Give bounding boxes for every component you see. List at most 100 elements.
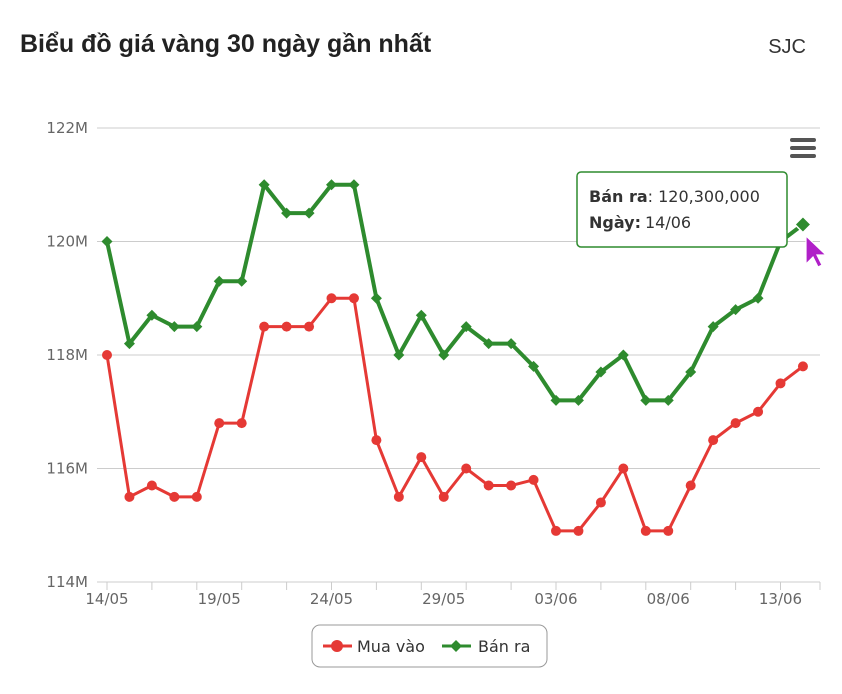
data-point[interactable]: [146, 480, 157, 491]
axes: 114M 116M 118M 120M 122M 14/05 19/05 24/05 29/05…: [46, 119, 821, 608]
tooltip-date-value: 14/06: [645, 213, 691, 232]
data-point-hovered[interactable]: [793, 215, 813, 234]
x-tick-label: 08/06: [647, 590, 690, 608]
data-point[interactable]: [326, 179, 337, 191]
data-point[interactable]: [595, 366, 607, 378]
data-point[interactable]: [730, 304, 742, 316]
y-tick-label: 120M: [46, 233, 88, 251]
series-line-0: [105, 296, 804, 533]
data-point[interactable]: [281, 321, 292, 332]
data-point[interactable]: [483, 338, 495, 350]
legend-item-mua-vao[interactable]: Mua vào: [323, 637, 425, 656]
tooltip-value: 120,300,000: [658, 187, 760, 206]
x-tick-label: 24/05: [310, 590, 353, 608]
data-point[interactable]: [708, 435, 719, 446]
data-point[interactable]: [730, 418, 741, 429]
data-point[interactable]: [281, 207, 293, 219]
legend-label-mua-vao: Mua vào: [357, 637, 425, 656]
tooltip-date-label: Ngày:: [589, 213, 641, 232]
data-point[interactable]: [528, 474, 539, 485]
tooltip-box: [576, 171, 788, 248]
data-point[interactable]: [775, 378, 786, 389]
data-point[interactable]: [438, 491, 449, 502]
tooltip-line-2: Ngày: 14/06: [589, 213, 691, 232]
data-point[interactable]: [348, 293, 359, 304]
legend-label-ban-ra: Bán ra: [478, 637, 530, 656]
data-point[interactable]: [213, 275, 225, 287]
data-point[interactable]: [573, 525, 584, 536]
legend: Mua vào Bán ra: [311, 624, 548, 668]
data-point[interactable]: [191, 491, 202, 502]
pointer-cursor-icon: [805, 234, 828, 268]
data-point[interactable]: [505, 338, 517, 350]
y-tick-label: 116M: [46, 460, 88, 478]
data-point[interactable]: [393, 349, 405, 361]
data-point[interactable]: [236, 275, 248, 287]
tooltip-line-1: Bán ra: 120,300,000: [589, 187, 760, 206]
data-point[interactable]: [438, 349, 450, 361]
tooltip: Bán ra: 120,300,000 Ngày: 14/06: [576, 171, 788, 248]
legend-box: [311, 624, 548, 668]
data-point[interactable]: [415, 309, 427, 321]
data-point[interactable]: [617, 349, 629, 361]
data-point[interactable]: [101, 236, 113, 247]
data-point[interactable]: [348, 179, 360, 191]
data-point[interactable]: [753, 406, 764, 417]
data-point[interactable]: [685, 366, 697, 378]
hamburger-menu-icon[interactable]: [790, 138, 816, 158]
data-point[interactable]: [460, 321, 472, 333]
y-tick-label: 118M: [46, 346, 88, 364]
data-point[interactable]: [572, 394, 584, 406]
legend-marker-mua-vao: [331, 640, 343, 652]
data-point[interactable]: [102, 350, 112, 360]
legend-item-ban-ra[interactable]: Bán ra: [442, 637, 530, 656]
data-point[interactable]: [640, 525, 651, 536]
data-point[interactable]: [168, 321, 180, 333]
data-point[interactable]: [191, 321, 203, 333]
data-point[interactable]: [303, 207, 315, 219]
legend-marker-ban-ra: [450, 640, 462, 652]
y-tick-label: 114M: [46, 573, 88, 591]
series-0: [102, 293, 808, 536]
data-point[interactable]: [550, 394, 562, 406]
x-tick-label: 14/05: [85, 590, 128, 608]
data-point[interactable]: [304, 321, 315, 332]
data-point[interactable]: [416, 452, 427, 463]
data-point[interactable]: [685, 480, 696, 491]
data-point[interactable]: [461, 463, 472, 474]
x-tick-label: 29/05: [422, 590, 465, 608]
data-point[interactable]: [752, 292, 764, 304]
data-point[interactable]: [326, 293, 337, 304]
data-point[interactable]: [797, 361, 808, 372]
data-point[interactable]: [483, 480, 494, 491]
data-point[interactable]: [595, 497, 606, 508]
data-point[interactable]: [259, 321, 270, 332]
data-point[interactable]: [662, 394, 674, 406]
data-point[interactable]: [663, 525, 674, 536]
data-point[interactable]: [236, 418, 247, 429]
data-point[interactable]: [371, 435, 382, 446]
data-point[interactable]: [258, 179, 270, 191]
data-point[interactable]: [640, 394, 652, 406]
x-tick-label: 13/06: [759, 590, 802, 608]
data-point[interactable]: [707, 321, 719, 333]
data-point[interactable]: [123, 338, 135, 350]
data-point[interactable]: [551, 525, 561, 536]
data-point[interactable]: [146, 309, 158, 321]
tooltip-separator: :: [648, 187, 658, 206]
tooltip-series-label: Bán ra: [589, 187, 648, 206]
data-point[interactable]: [214, 418, 225, 429]
data-point[interactable]: [124, 491, 135, 502]
data-point[interactable]: [393, 491, 404, 502]
data-point[interactable]: [528, 360, 540, 372]
data-point[interactable]: [618, 463, 629, 474]
y-tick-label: 122M: [46, 119, 88, 137]
data-point[interactable]: [506, 480, 517, 491]
brand-label: SJC: [768, 36, 806, 58]
x-tick-label: 03/06: [534, 590, 577, 608]
series-layer: [101, 179, 813, 536]
data-point[interactable]: [370, 292, 382, 304]
data-point[interactable]: [169, 491, 180, 502]
x-tick-label: 19/05: [198, 590, 241, 608]
